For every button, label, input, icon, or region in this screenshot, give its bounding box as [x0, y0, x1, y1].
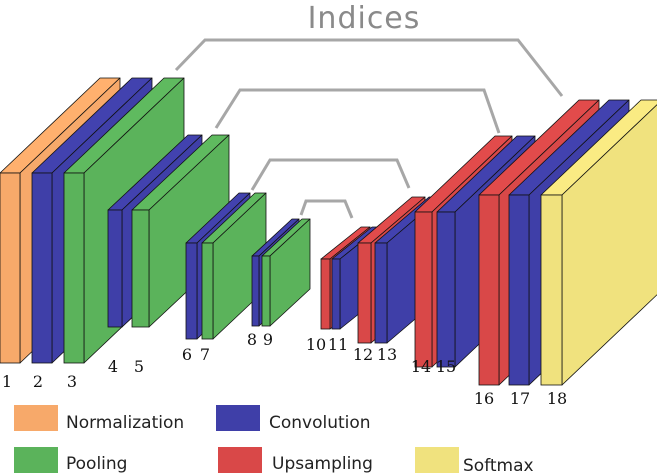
- upsampling-legend-swatch: [218, 447, 262, 473]
- layer-number-15: 15: [436, 357, 456, 376]
- diagram-title: Indices: [308, 1, 421, 36]
- upsampling-legend-label: Upsampling: [272, 454, 373, 474]
- layer-number-9: 9: [263, 330, 273, 349]
- normalization-legend-swatch: [14, 405, 58, 431]
- legend: Normalization Convolution Pooling Upsamplin…: [14, 405, 534, 476]
- layer-block-5: [131, 134, 230, 328]
- normalization-legend-label: Normalization: [66, 413, 184, 433]
- layer-number-16: 16: [474, 389, 494, 408]
- layer-number-7: 7: [200, 345, 210, 364]
- layer-number-3: 3: [67, 372, 77, 391]
- layer-block-9: [261, 218, 311, 327]
- layer-number-2: 2: [33, 372, 43, 391]
- softmax-legend-swatch: [415, 447, 459, 473]
- layer-blocks: [0, 77, 657, 386]
- layer-number-8: 8: [247, 330, 257, 349]
- layer-block-18: [540, 99, 657, 386]
- layer-number-17: 17: [510, 389, 530, 408]
- layer-number-14: 14: [411, 357, 431, 376]
- softmax-legend-label: Softmax: [463, 456, 534, 476]
- layer-number-1: 1: [2, 372, 12, 391]
- pooling-legend-label: Pooling: [66, 454, 127, 474]
- index-connector: [299, 199, 354, 219]
- layer-number-10: 10: [306, 335, 326, 354]
- pooling-legend-swatch: [14, 447, 58, 473]
- layer-number-18: 18: [547, 389, 567, 408]
- layer-number-6: 6: [182, 345, 192, 364]
- index-connectors: [174, 38, 564, 219]
- layer-number-5: 5: [134, 357, 144, 376]
- index-connector: [250, 158, 411, 191]
- layer-number-11: 11: [328, 335, 348, 354]
- index-connector: [174, 38, 564, 97]
- convolution-legend-swatch: [216, 405, 260, 431]
- layer-number-4: 4: [108, 357, 118, 376]
- index-connector: [214, 88, 501, 134]
- layer-number-13: 13: [377, 345, 397, 364]
- layer-block-7: [201, 192, 267, 340]
- layer-number-12: 12: [353, 345, 373, 364]
- convolution-legend-label: Convolution: [269, 413, 371, 433]
